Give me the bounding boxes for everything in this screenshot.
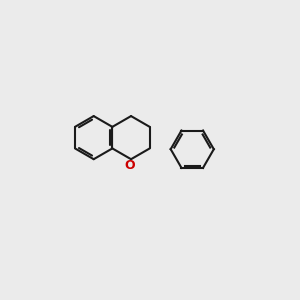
Text: O: O bbox=[124, 159, 135, 172]
